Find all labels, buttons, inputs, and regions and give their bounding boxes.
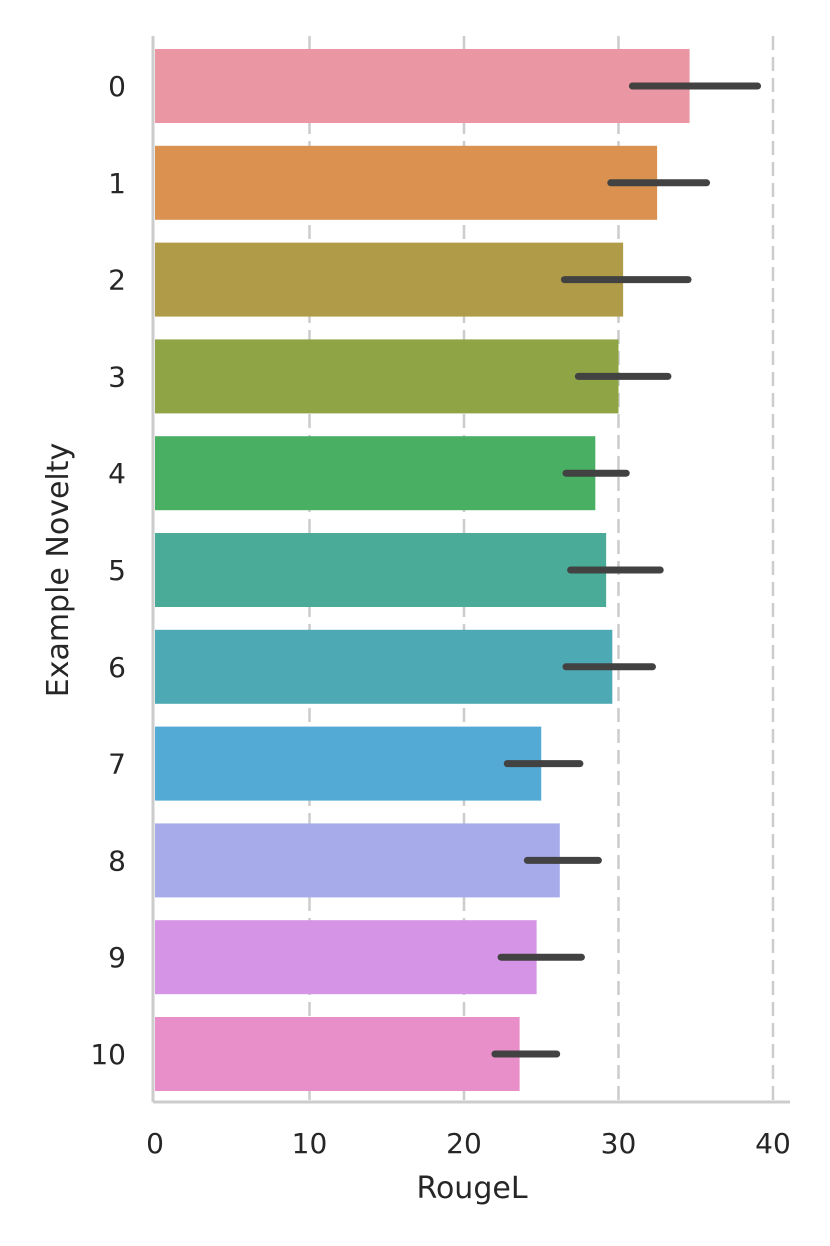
y-tick-label-4: 4 [108,457,126,490]
y-tick-label-0: 0 [108,70,126,103]
bar-9 [155,920,537,995]
y-tick-label-9: 9 [108,941,126,974]
x-axis-title: RougeL [416,1171,527,1206]
y-tick-labels: 0 1 2 3 4 5 6 7 8 9 10 [90,70,126,1071]
x-tick-label-10: 10 [292,1127,328,1160]
y-tick-label-3: 3 [108,360,126,393]
bar-7 [155,726,542,801]
x-tick-label-20: 20 [446,1127,482,1160]
bar-0 [155,49,690,123]
y-tick-label-1: 1 [108,167,126,200]
bar-1 [155,145,658,220]
bars [155,49,690,1091]
y-tick-label-5: 5 [108,554,126,587]
bar-8 [155,823,560,898]
bar-3 [155,339,619,414]
y-tick-label-6: 6 [108,651,126,684]
y-tick-label-2: 2 [108,264,126,297]
x-tick-labels: 0 10 20 30 40 [146,1127,791,1160]
y-tick-label-8: 8 [108,844,126,877]
bar-10 [155,1017,520,1091]
bar-6 [155,629,613,704]
y-tick-label-7: 7 [108,748,126,781]
x-tick-label-0: 0 [146,1127,164,1160]
error-bars [491,82,762,1058]
x-tick-label-30: 30 [601,1127,637,1160]
bar-2 [155,242,624,317]
y-tick-label-10: 10 [90,1038,126,1071]
x-tick-label-40: 40 [755,1127,791,1160]
bar-4 [155,436,596,511]
y-axis-title: Example Novelty [41,443,76,698]
bar-5 [155,533,607,607]
